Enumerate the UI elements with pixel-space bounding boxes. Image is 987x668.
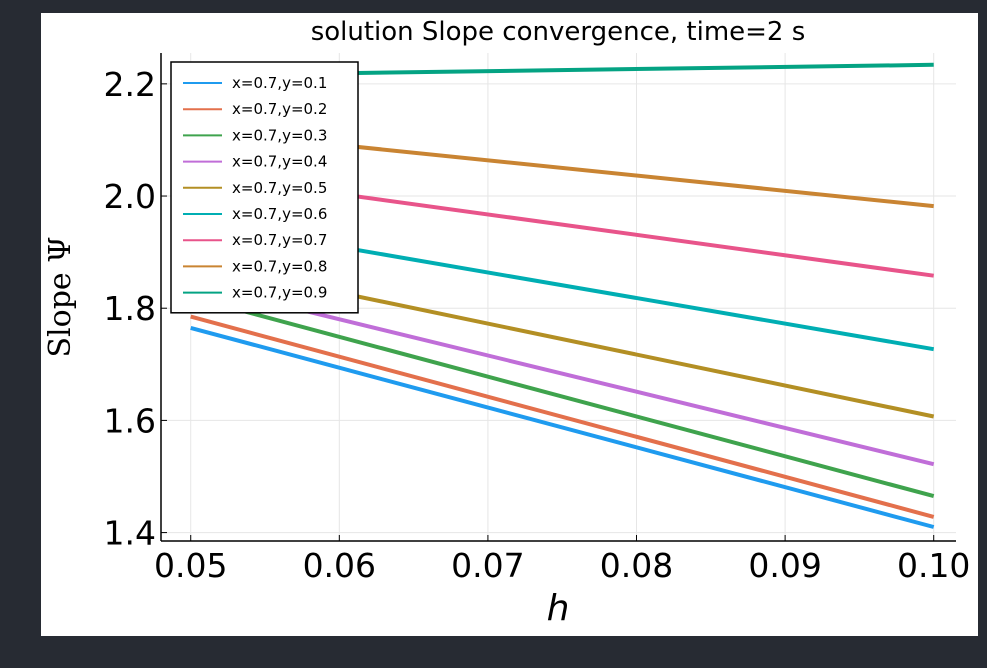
series-line [190,314,935,519]
y-tick-label: 1.4 [104,514,156,553]
x-tick-label: 0.10 [897,546,970,585]
x-ticks: 0.05 0.06 0.07 0.08 0.09 0.10 [154,535,970,585]
legend-label: x=0.7,y=0.4 [232,153,327,171]
x-axis-label: h [547,588,570,629]
x-tick-label: 0.05 [154,546,227,585]
y-tick-label: 2.0 [104,177,156,216]
chart-title: solution Slope convergence, time=2 s [311,17,806,47]
series-line [190,295,935,499]
legend-label: x=0.7,y=0.3 [232,126,327,144]
legend-label: x=0.7,y=0.8 [232,257,327,275]
legend-label: x=0.7,y=0.5 [232,179,327,197]
y-axis-label: Slope Ψ [43,236,78,357]
line-chart: 0.05 0.06 0.07 0.08 0.09 0.10 1.4 1.6 1.8 2.0 2.2… [43,17,970,629]
y-tick-label: 2.2 [104,65,156,104]
legend-label: x=0.7,y=0.9 [232,284,327,302]
axes [160,53,956,542]
x-tick-label: 0.09 [748,546,821,585]
legend-label: x=0.7,y=0.6 [232,205,327,223]
legend-label: x=0.7,y=0.2 [232,100,327,118]
series-line [190,325,935,529]
y-ticks: 1.4 1.6 1.8 2.0 2.2 [104,65,167,553]
y-tick-label: 1.8 [104,289,156,328]
legend-label: x=0.7,y=0.1 [232,74,327,92]
x-tick-label: 0.06 [303,546,376,585]
legend: x=0.7,y=0.1 x=0.7,y=0.2 x=0.7,y=0.3 x=0.7,y… [170,61,359,314]
y-tick-label: 1.6 [104,401,156,440]
chart-figure: 0.05 0.06 0.07 0.08 0.09 0.10 1.4 1.6 1.8 2.0 2.2… [41,13,978,636]
x-tick-label: 0.08 [600,546,673,585]
x-tick-label: 0.07 [451,546,524,585]
legend-label: x=0.7,y=0.7 [232,231,327,249]
